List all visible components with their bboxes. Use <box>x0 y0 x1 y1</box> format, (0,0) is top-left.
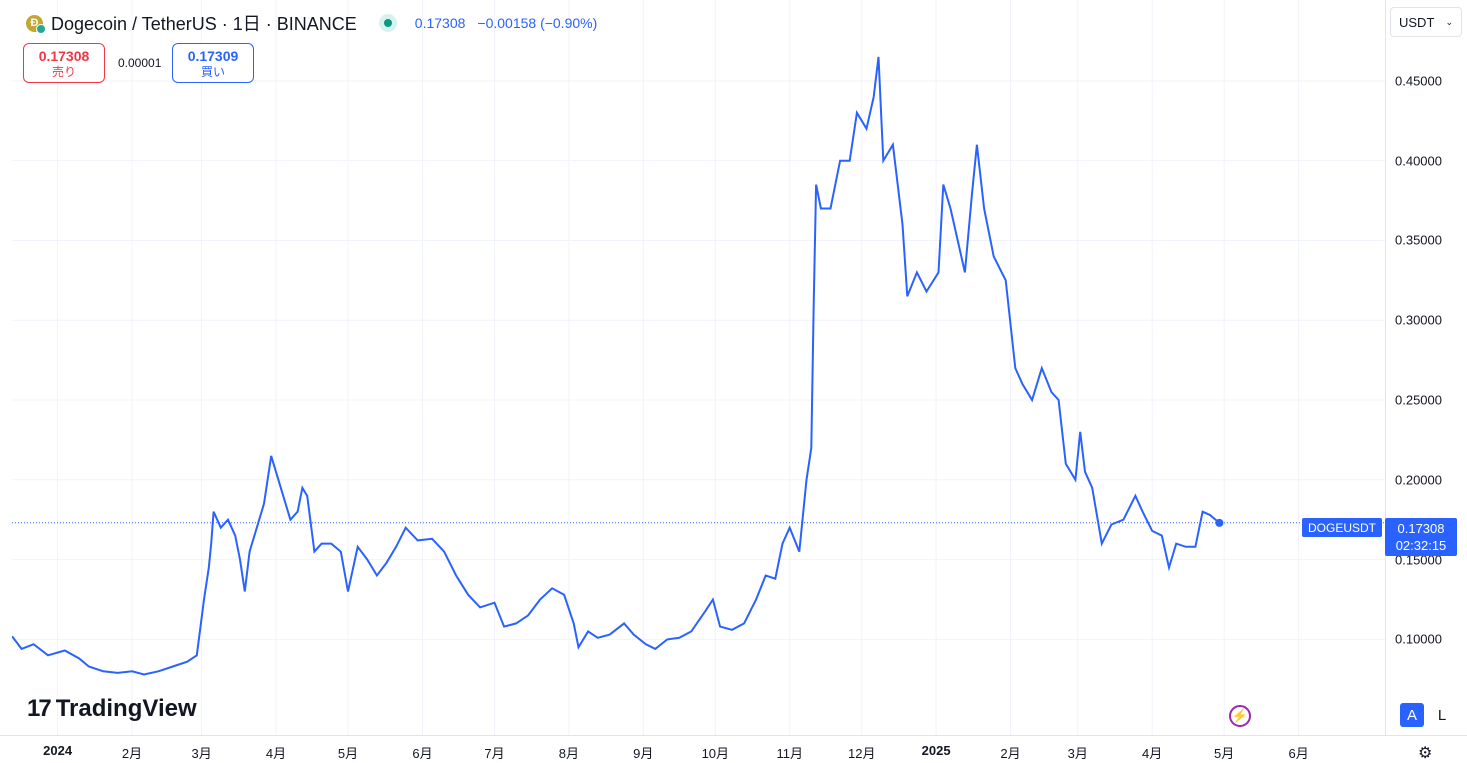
currency-value: USDT <box>1399 14 1435 30</box>
buy-price: 0.17309 <box>187 47 239 64</box>
last-price-value: 0.17308 <box>414 15 466 31</box>
time-tick-label: 12月 <box>847 746 876 761</box>
sell-button[interactable]: 0.17308 売り <box>23 43 105 83</box>
time-tick-label: 4月 <box>265 746 287 761</box>
time-tick-label: 4月 <box>1142 746 1163 761</box>
time-tick-label: 6月 <box>412 746 433 761</box>
price-tick-label: 0.35000 <box>1395 232 1442 248</box>
market-open-icon <box>378 14 397 32</box>
buy-button[interactable]: 0.17309 買い <box>172 43 254 83</box>
time-tick-label: 5月 <box>337 746 359 761</box>
settings-gear-icon[interactable]: ⚙ <box>1418 745 1433 762</box>
price-tick-label: 0.25000 <box>1395 392 1442 408</box>
doge-coin-icon: Đ <box>26 14 46 34</box>
spread-value: 0.00001 <box>118 56 162 70</box>
price-tick-label: 0.45000 <box>1395 73 1442 89</box>
time-tick-label: 2025 <box>921 743 951 758</box>
tradingview-logo[interactable]: 17 TradingView <box>27 695 197 723</box>
current-price-tag: 0.17308 02:32:15 <box>1385 518 1457 556</box>
log-scale-button[interactable]: L <box>1437 706 1447 724</box>
time-tick-label: 10月 <box>701 746 730 761</box>
chevron-down-icon: ⌄ <box>1445 16 1453 27</box>
last-price-dot <box>1215 518 1224 527</box>
time-tick-label: 5月 <box>1214 746 1235 761</box>
countdown-label: 02:32:15 <box>1395 538 1447 553</box>
lightning-icon[interactable]: ⚡ <box>1229 705 1251 727</box>
time-tick-label: 3月 <box>191 746 212 761</box>
time-tick-label: 8月 <box>558 746 579 761</box>
price-axis-separator <box>1385 0 1386 735</box>
currency-select[interactable]: USDT ⌄ <box>1390 7 1462 37</box>
sell-label: 売り <box>51 64 76 79</box>
tradingview-logo-icon: 17 <box>27 695 52 722</box>
current-price-label: 0.17308 <box>1397 521 1445 536</box>
time-tick-label: 7月 <box>484 746 505 761</box>
time-tick-label: 6月 <box>1288 746 1309 761</box>
price-line <box>12 56 1221 676</box>
symbol-header: Đ Dogecoin / TetherUS · 1日 · BINANCE 0.1… <box>26 10 597 36</box>
auto-scale-button[interactable]: A <box>1400 703 1424 727</box>
symbol-price-tag: DOGEUSDT <box>1302 518 1383 537</box>
time-tick-label: 2月 <box>1000 746 1021 761</box>
time-tick-label: 2024 <box>43 743 73 758</box>
time-tick-label: 3月 <box>1067 746 1088 761</box>
time-axis-separator <box>0 735 1467 736</box>
price-tick-label: 0.40000 <box>1395 153 1442 169</box>
price-tick-label: 0.30000 <box>1395 312 1442 328</box>
time-tick-label: 9月 <box>633 746 654 761</box>
change-value: −0.00158 (−0.90%) <box>477 15 598 31</box>
price-tick-label: 0.20000 <box>1395 472 1442 488</box>
buy-label: 買い <box>200 64 225 79</box>
sell-price: 0.17308 <box>38 47 90 64</box>
price-tick-label: 0.10000 <box>1395 631 1442 647</box>
price-chart[interactable] <box>12 0 1385 735</box>
chart-area[interactable] <box>12 0 1385 735</box>
time-tick-label: 2月 <box>121 746 143 761</box>
tradingview-logo-text: TradingView <box>55 695 197 722</box>
time-tick-label: 11月 <box>776 746 803 761</box>
symbol-title[interactable]: Dogecoin / TetherUS · 1日 · BINANCE <box>51 14 357 34</box>
